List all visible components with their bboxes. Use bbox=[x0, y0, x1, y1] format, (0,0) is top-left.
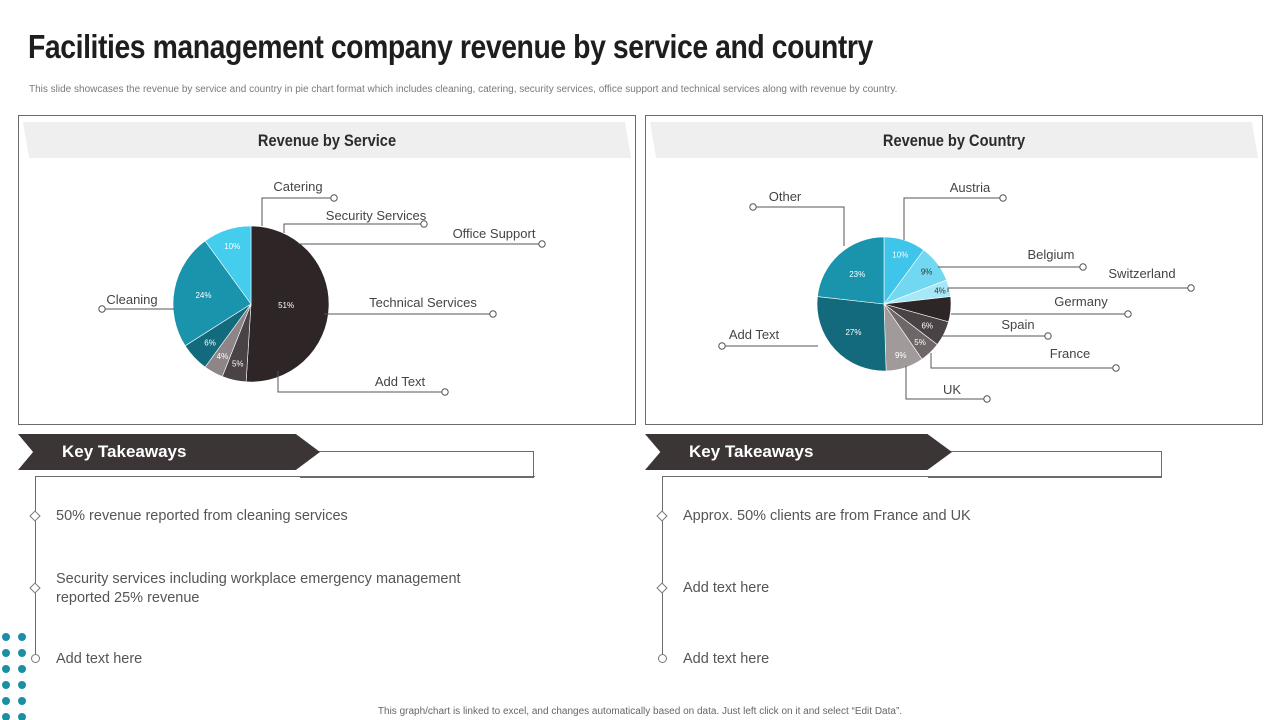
slice-value-label: 4% bbox=[934, 286, 946, 295]
callout-end-icon bbox=[441, 388, 449, 396]
callout-line bbox=[930, 353, 1116, 369]
takeaways-frame-right bbox=[928, 451, 1162, 478]
slice-value-label: 5% bbox=[914, 338, 926, 347]
page-title: Facilities management company revenue by… bbox=[28, 28, 873, 65]
takeaway-item: Approx. 50% clients are from France and … bbox=[683, 508, 971, 524]
takeaways-banner-left: Key Takeaways bbox=[18, 434, 320, 470]
callout-end-icon bbox=[1187, 284, 1195, 292]
callout-end-icon bbox=[420, 220, 428, 228]
callout-line bbox=[905, 366, 987, 400]
takeaways-frame-left bbox=[300, 451, 534, 478]
takeaways-rail-left bbox=[35, 476, 36, 658]
category-label: Spain bbox=[1001, 317, 1034, 332]
callout-end-icon bbox=[330, 194, 338, 202]
takeaway-item: Add text here bbox=[683, 651, 770, 667]
takeaways-banner-right: Key Takeaways bbox=[645, 434, 952, 470]
slice-value-label: 10% bbox=[892, 250, 908, 259]
bullet-diamond-icon bbox=[29, 582, 41, 594]
bullet-diamond-icon bbox=[656, 582, 668, 594]
category-label: Technical Services bbox=[369, 295, 477, 310]
service-chart-panel: Revenue by Service 51% 5% 4% 6% 24% 10% Cleani… bbox=[18, 115, 636, 425]
service-chart-header: Revenue by Service bbox=[23, 122, 631, 158]
page-subtitle: This slide showcases the revenue by serv… bbox=[29, 84, 898, 95]
takeaways-rail-right bbox=[662, 476, 663, 658]
category-label: Catering bbox=[273, 179, 322, 194]
category-label: Austria bbox=[950, 180, 991, 195]
category-label: Office Support bbox=[453, 226, 536, 241]
category-label: Belgium bbox=[1028, 247, 1075, 262]
callout-end-icon bbox=[538, 240, 546, 248]
callout-end-icon bbox=[98, 305, 106, 313]
takeaway-item: Security services including workplace em… bbox=[56, 571, 461, 606]
slice-value-label: 9% bbox=[921, 268, 933, 277]
callout-end-icon bbox=[749, 203, 757, 211]
callout-line bbox=[298, 243, 542, 245]
pie-slice[interactable] bbox=[245, 225, 330, 383]
takeaway-item: Add text here bbox=[683, 580, 770, 596]
callout-line bbox=[903, 197, 1003, 240]
slice-value-label: 23% bbox=[849, 270, 865, 279]
pie-slice[interactable] bbox=[817, 236, 885, 305]
category-label: Switzerland bbox=[1108, 266, 1175, 281]
category-label: Security Services bbox=[326, 208, 427, 223]
takeaway-item: 50% revenue reported from cleaning servi… bbox=[56, 508, 348, 524]
service-chart-title: Revenue by Service bbox=[257, 131, 397, 150]
footer-note: This graph/chart is linked to excel, and… bbox=[377, 706, 903, 717]
country-pie-chart[interactable]: 10%9%4%6%5%9%27%23%AustriaBelgiumSwitzer… bbox=[646, 116, 1262, 424]
slice-value-label: 10% bbox=[224, 242, 240, 251]
category-label: Add Text bbox=[375, 374, 426, 389]
country-chart-title: Revenue by Country bbox=[882, 131, 1026, 150]
callout-end-icon bbox=[983, 395, 991, 403]
callout-end-icon bbox=[718, 342, 726, 350]
slice-value-label: 6% bbox=[921, 321, 933, 330]
takeaway-item: Add text here bbox=[56, 651, 143, 667]
category-label: Other bbox=[769, 189, 802, 204]
callout-end-icon bbox=[1079, 263, 1087, 271]
slice-value-label: 9% bbox=[895, 351, 907, 360]
callout-line bbox=[277, 371, 445, 393]
category-label: Cleaning bbox=[106, 292, 157, 307]
category-label: UK bbox=[943, 382, 961, 397]
bullet-circle-icon bbox=[31, 654, 40, 663]
pie-slice[interactable] bbox=[172, 240, 252, 347]
pie-slice[interactable] bbox=[816, 296, 887, 372]
slice-value-label: 5% bbox=[232, 359, 244, 368]
callout-line bbox=[283, 223, 424, 233]
callout-end-icon bbox=[999, 194, 1007, 202]
category-label: Germany bbox=[1054, 294, 1108, 309]
callout-line bbox=[261, 197, 334, 226]
callout-end-icon bbox=[1044, 332, 1052, 340]
pie-slice[interactable] bbox=[204, 225, 252, 305]
category-label: Add Text bbox=[729, 327, 780, 342]
callout-end-icon bbox=[1112, 364, 1120, 372]
slice-value-label: 24% bbox=[195, 291, 211, 300]
decorative-dots-icon bbox=[2, 633, 26, 720]
bullet-diamond-icon bbox=[656, 510, 668, 522]
category-label: France bbox=[1050, 346, 1090, 361]
callout-line bbox=[947, 287, 1191, 292]
callout-end-icon bbox=[1124, 310, 1132, 318]
takeaways-rule-right bbox=[662, 476, 1162, 477]
takeaways-rule-left bbox=[35, 476, 535, 477]
callout-end-icon bbox=[489, 310, 497, 318]
bullet-circle-icon bbox=[658, 654, 667, 663]
slice-value-label: 4% bbox=[217, 352, 229, 361]
bullet-diamond-icon bbox=[29, 510, 41, 522]
slice-value-label: 27% bbox=[845, 328, 861, 337]
slice-value-label: 6% bbox=[204, 338, 216, 347]
country-chart-header: Revenue by Country bbox=[650, 122, 1258, 158]
takeaways-title-right: Key Takeaways bbox=[689, 442, 814, 461]
slice-value-label: 51% bbox=[278, 301, 294, 310]
takeaways-title-left: Key Takeaways bbox=[62, 442, 187, 461]
country-chart-panel: Revenue by Country 10% 9% 4% 6% 5% 9% 27% 23% Au… bbox=[645, 115, 1263, 425]
service-pie-chart[interactable]: 51% 5%4%6% 24% 10% Cleaning Catering Security … bbox=[19, 116, 635, 424]
callout-line bbox=[753, 206, 845, 246]
